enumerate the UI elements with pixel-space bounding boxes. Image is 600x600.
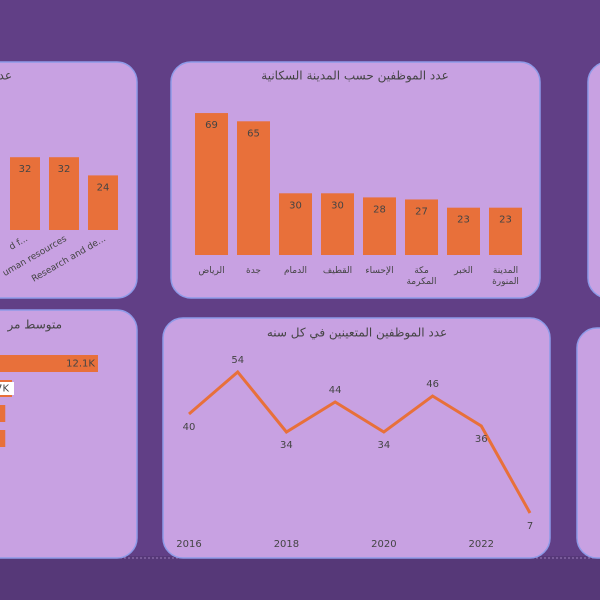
panel [576,327,600,559]
data-label: 30 [331,200,344,211]
panel [587,62,600,298]
footer-strip [0,556,600,600]
bar [321,193,354,255]
label-box [0,382,14,395]
chart-title: عدد الموظفين حسب المدينة السكانية [261,69,448,84]
data-label: 34 [280,440,293,451]
data-label: 12.1K [66,359,95,370]
data-label: 7K [0,384,9,395]
bar [10,157,40,230]
bar [405,199,438,255]
data-label: 36 [475,434,488,445]
x-tick-label: جدة [245,266,261,276]
bar [489,207,522,255]
x-tick-label: الإحساء [365,266,394,276]
data-label: 44 [329,385,342,396]
chart-title: عد [0,69,12,83]
chart-title: متوسط مر [6,318,62,333]
bar [88,175,118,230]
chart-title: عدد الموظفين المتعينين في كل سنه [267,326,447,341]
x-tick-label: 2022 [469,539,494,550]
bar [363,197,396,255]
panel [0,309,138,559]
bar [0,355,98,372]
bar [279,193,312,255]
x-tick-label: 2016 [176,539,201,550]
bar [195,113,228,255]
data-label: 24 [97,182,110,193]
bar [49,157,79,230]
x-tick-label: 2018 [274,539,299,550]
bar [447,207,480,255]
line [188,369,532,514]
data-label: 27 [415,206,428,217]
data-label: 23 [499,215,512,226]
x-tick-label: الخبر [454,266,473,276]
data-label: 28 [373,204,386,215]
x-tick-label: الدمام [283,266,308,276]
x-tick-label: 2020 [371,539,396,550]
bar [0,430,6,447]
data-label: 32 [19,164,32,175]
data-label: 30 [289,200,302,211]
data-label: 32 [58,164,71,175]
panel [162,317,551,559]
bar [0,405,6,422]
x-tick-label: مكة المكرمة [406,266,437,287]
data-label: 23 [457,215,470,226]
x-tick-label: القطيف [322,266,353,276]
data-label: 65 [247,128,260,139]
data-label: 54 [231,355,244,366]
data-label: 46 [426,379,439,390]
x-tick-label: الرياض [198,266,225,276]
bar [237,121,270,256]
data-label: 40 [183,422,196,433]
data-label: 7 [527,521,533,532]
data-label: 69 [205,120,218,131]
x-tick-label: المدينة المنورة [492,266,519,287]
data-label: 34 [377,440,390,451]
